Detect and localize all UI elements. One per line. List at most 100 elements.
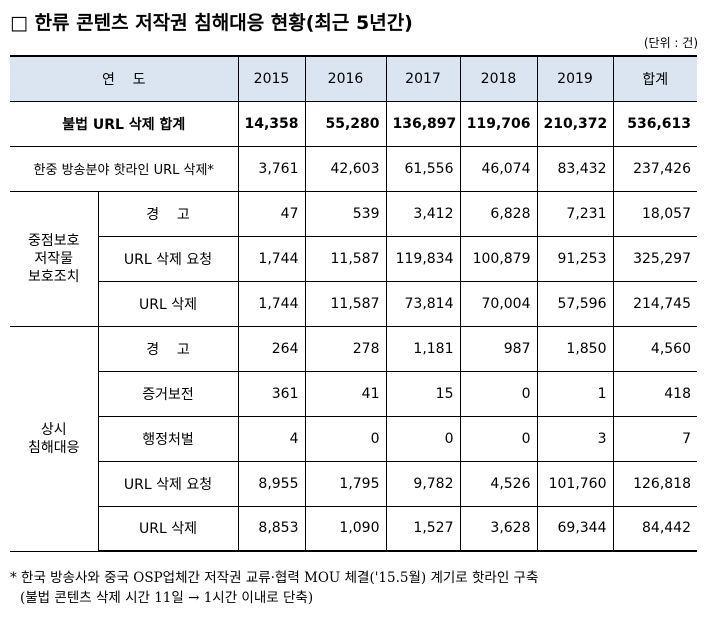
value-cell: 14,358 — [237, 100, 306, 147]
value-cell: 1,850 — [536, 325, 614, 372]
group-label-line: 보호조치 — [27, 268, 80, 285]
value-cell: 1,090 — [304, 505, 387, 552]
value-cell: 119,834 — [385, 235, 461, 282]
group-row: 행정처벌 4 0 0 0 3 7 — [10, 415, 697, 462]
footnote: * 한국 방송사와 중국 OSP업체간 저작권 교류·협력 MOU 체결('15… — [10, 568, 538, 608]
value-cell: 8,853 — [237, 505, 306, 552]
value-cell: 11,587 — [304, 280, 387, 327]
header-cell: 2019 — [536, 55, 614, 102]
value-cell: 536,613 — [612, 100, 697, 147]
value-cell: 3,761 — [237, 145, 306, 192]
value-cell: 11,587 — [304, 235, 387, 282]
row-label: 경 고 — [97, 190, 239, 237]
row-label: 경 고 — [97, 325, 239, 372]
value-cell: 3,412 — [385, 190, 461, 237]
value-cell: 210,372 — [536, 100, 614, 147]
value-cell: 0 — [459, 370, 538, 417]
title: □ 한류 콘텐츠 저작권 침해대응 현황(최근 5년간) — [10, 12, 413, 34]
value-cell: 278 — [304, 325, 387, 372]
header-cell: 2018 — [459, 55, 538, 102]
value-cell: 119,706 — [459, 100, 538, 147]
group-row: 중점보호 저작물 보호조치 경 고 47 539 3,412 6,828 7,231 18,057 — [10, 190, 697, 327]
value-cell: 0 — [385, 415, 461, 462]
value-cell: 41 — [304, 370, 387, 417]
row-label: URL 삭제 — [98, 505, 239, 552]
value-cell: 136,897 — [385, 100, 461, 147]
group-label: 중점보호 저작물 보호조치 — [10, 190, 99, 327]
value-cell: 9,782 — [385, 460, 461, 507]
row-label: URL 삭제 요청 — [98, 460, 239, 507]
row-label: URL 삭제 — [98, 280, 239, 327]
value-cell: 0 — [304, 415, 387, 462]
row-label: 불법 URL 삭제 합계 — [10, 100, 239, 147]
value-cell: 61,556 — [385, 145, 461, 192]
group-row: URL 삭제 요청 8,955 1,795 9,782 4,526 101,760 126,… — [10, 460, 697, 507]
value-cell: 46,074 — [459, 145, 538, 192]
hotline-row: 한중 방송분야 핫라인 URL 삭제* 3,761 42,603 61,556 46,0… — [10, 145, 697, 192]
value-cell: 84,442 — [612, 505, 697, 552]
value-cell: 6,828 — [459, 190, 538, 237]
value-cell: 0 — [459, 415, 538, 462]
value-cell: 539 — [304, 190, 387, 237]
row-label: 한중 방송분야 핫라인 URL 삭제* — [10, 145, 239, 192]
value-cell: 3,628 — [459, 505, 538, 552]
value-cell: 1,527 — [385, 505, 461, 552]
value-cell: 7 — [612, 415, 697, 462]
total-row: 불법 URL 삭제 합계 14,358 55,280 136,897 119,706 21… — [10, 100, 697, 147]
header-cell: 연 도 — [10, 55, 239, 102]
value-cell: 18,057 — [612, 190, 697, 237]
value-cell: 1,181 — [385, 325, 461, 372]
group-label-line: 침해대응 — [27, 439, 80, 456]
value-cell: 4,560 — [612, 325, 697, 372]
group-label-line: 중점보호 — [27, 232, 80, 249]
group-label: 상시 침해대응 — [10, 325, 99, 552]
row-label: URL 삭제 요청 — [98, 235, 239, 282]
value-cell: 1,744 — [237, 235, 306, 282]
value-cell: 987 — [459, 325, 538, 372]
row-label: 증거보전 — [98, 370, 239, 417]
value-cell: 237,426 — [612, 145, 697, 192]
value-cell: 361 — [237, 370, 306, 417]
value-cell: 214,745 — [612, 280, 697, 327]
value-cell: 7,231 — [536, 190, 614, 237]
value-cell: 325,297 — [612, 235, 697, 282]
value-cell: 4 — [237, 415, 306, 462]
table: 연 도 2015 2016 2017 2018 2019 합계 불법 URL 삭제 합계 14,… — [10, 55, 697, 552]
header-row: 연 도 2015 2016 2017 2018 2019 합계 — [10, 55, 697, 102]
header-cell: 2015 — [237, 55, 306, 102]
value-cell: 1,744 — [237, 280, 306, 327]
header-cell: 합계 — [612, 55, 697, 102]
value-cell: 55,280 — [304, 100, 387, 147]
value-cell: 1 — [536, 370, 614, 417]
value-cell: 3 — [536, 415, 614, 462]
value-cell: 47 — [237, 190, 306, 237]
header-cell: 2017 — [385, 55, 461, 102]
group-label-line: 상시 — [40, 421, 67, 438]
value-cell: 1,795 — [304, 460, 387, 507]
value-cell: 418 — [612, 370, 697, 417]
value-cell: 73,814 — [385, 280, 461, 327]
value-cell: 264 — [237, 325, 306, 372]
group-row: 증거보전 361 41 15 0 1 418 — [10, 370, 697, 417]
value-cell: 83,432 — [536, 145, 614, 192]
value-cell: 91,253 — [536, 235, 614, 282]
value-cell: 15 — [385, 370, 461, 417]
group-label-line: 저작물 — [34, 250, 74, 267]
group-row: URL 삭제 8,853 1,090 1,527 3,628 69,344 84,442 — [10, 505, 697, 552]
value-cell: 101,760 — [536, 460, 614, 507]
value-cell: 57,596 — [536, 280, 614, 327]
group-row: 상시 침해대응 경 고 264 278 1,181 987 1,850 4,560 — [10, 325, 697, 552]
value-cell: 8,955 — [237, 460, 306, 507]
group-row: URL 삭제 1,744 11,587 73,814 70,004 57,596 214,7… — [10, 280, 697, 327]
value-cell: 100,879 — [459, 235, 538, 282]
footnote-line: (불법 콘텐츠 삭제 시간 11일 → 1시간 이내로 단축) — [20, 590, 314, 606]
row-label: 행정처벌 — [98, 415, 239, 462]
value-cell: 42,603 — [304, 145, 387, 192]
header-cell: 2016 — [304, 55, 387, 102]
value-cell: 69,344 — [536, 505, 614, 552]
value-cell: 4,526 — [459, 460, 538, 507]
value-cell: 126,818 — [612, 460, 697, 507]
unit: (단위 : 건) — [643, 36, 698, 50]
footnote-line: * 한국 방송사와 중국 OSP업체간 저작권 교류·협력 MOU 체결('15… — [10, 570, 539, 586]
